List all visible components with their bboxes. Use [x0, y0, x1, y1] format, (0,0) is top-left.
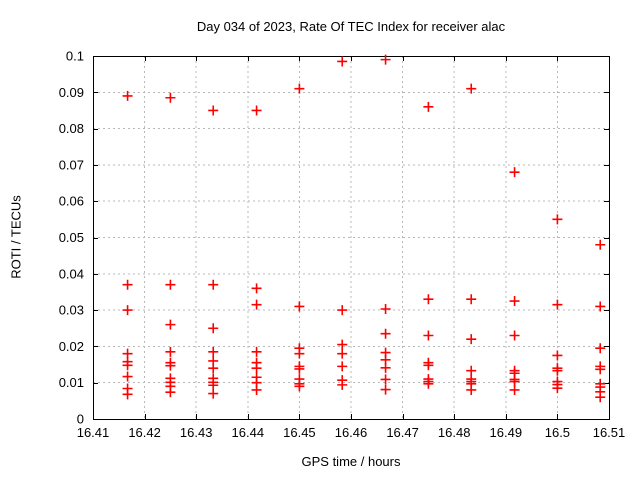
data-point-marker [251, 299, 262, 310]
data-point-marker [208, 380, 219, 391]
data-point-marker [251, 384, 262, 395]
data-point-marker [122, 360, 133, 371]
y-tick-label: 0.01 [59, 375, 84, 390]
data-point-marker [552, 383, 563, 394]
data-point-marker [122, 90, 133, 101]
y-tick-label: 0.02 [59, 339, 84, 354]
data-point-marker [466, 294, 477, 305]
data-point-marker [552, 214, 563, 225]
data-point-marker [165, 387, 176, 398]
data-point-marker [466, 334, 477, 345]
y-tick-label: 0.1 [66, 49, 84, 64]
data-point-marker [251, 363, 262, 374]
x-tick-label: 16.44 [232, 425, 265, 440]
data-point-marker [251, 346, 262, 357]
data-point-marker [208, 323, 219, 334]
data-point-marker [509, 384, 520, 395]
data-point-marker [423, 101, 434, 112]
data-point-marker [208, 363, 219, 374]
x-tick-label: 16.45 [283, 425, 316, 440]
data-point-marker [509, 376, 520, 387]
x-tick-label: 16.42 [128, 425, 161, 440]
chart-title: Day 034 of 2023, Rate Of TEC Index for r… [196, 19, 506, 34]
data-point-marker [466, 83, 477, 94]
data-point-marker [380, 328, 391, 339]
x-tick-label: 16.51 [593, 425, 626, 440]
y-tick-label: 0.03 [59, 303, 84, 318]
x-tick-label: 16.48 [438, 425, 471, 440]
data-point-marker [423, 378, 434, 389]
data-point-marker [595, 301, 606, 312]
data-point-marker [337, 339, 348, 350]
x-tick-label: 16.49 [490, 425, 523, 440]
data-point-marker [294, 83, 305, 94]
x-tick-label: 16.5 [545, 425, 570, 440]
data-point-marker [165, 279, 176, 290]
data-point-marker [294, 348, 305, 359]
x-tick-label: 16.41 [77, 425, 110, 440]
data-point-marker [294, 363, 305, 374]
data-point-marker [337, 56, 348, 67]
data-point-marker [165, 360, 176, 371]
data-point-marker [337, 305, 348, 316]
data-point-marker [423, 294, 434, 305]
x-tick-label: 16.46 [335, 425, 368, 440]
data-point-marker [595, 239, 606, 250]
y-tick-label: 0 [77, 412, 84, 427]
y-tick-label: 0.04 [59, 266, 84, 281]
data-point-marker [122, 371, 133, 382]
data-point-marker [466, 365, 477, 376]
data-point-marker [337, 361, 348, 372]
data-point-marker [595, 364, 606, 375]
data-point-marker [337, 379, 348, 390]
y-tick-label: 0.09 [59, 85, 84, 100]
data-point-marker [165, 346, 176, 357]
data-point-marker [251, 105, 262, 116]
x-tick-label: 16.43 [180, 425, 213, 440]
data-point-marker [595, 392, 606, 403]
y-tick-label: 0.06 [59, 194, 84, 209]
data-point-marker [509, 296, 520, 307]
data-point-marker [423, 330, 434, 341]
data-point-marker [122, 389, 133, 400]
data-point-marker [380, 384, 391, 395]
data-point-marker [509, 330, 520, 341]
data-point-marker [380, 304, 391, 315]
data-point-marker [208, 105, 219, 116]
data-point-marker [208, 279, 219, 290]
x-tick-label: 16.47 [386, 425, 419, 440]
data-point-marker [595, 343, 606, 354]
y-tick-label: 0.05 [59, 230, 84, 245]
data-point-marker [509, 167, 520, 178]
data-point-marker [337, 348, 348, 359]
data-point-marker [122, 305, 133, 316]
data-point-marker [552, 299, 563, 310]
data-point-marker [208, 346, 219, 357]
data-point-marker [380, 54, 391, 65]
data-point-marker [294, 381, 305, 392]
data-point-marker [380, 374, 391, 385]
data-point-marker [552, 350, 563, 361]
data-point-marker [165, 319, 176, 330]
data-point-marker [466, 384, 477, 395]
data-point-marker [294, 301, 305, 312]
x-axis-label: GPS time / hours [301, 454, 401, 469]
y-tick-label: 0.07 [59, 157, 84, 172]
data-point-marker [552, 365, 563, 376]
data-point-marker [122, 279, 133, 290]
data-point-marker [165, 92, 176, 103]
data-point-marker [251, 283, 262, 294]
data-point-marker [380, 362, 391, 373]
y-tick-label: 0.08 [59, 121, 84, 136]
data-point-marker [208, 388, 219, 399]
data-point-marker [423, 360, 434, 371]
